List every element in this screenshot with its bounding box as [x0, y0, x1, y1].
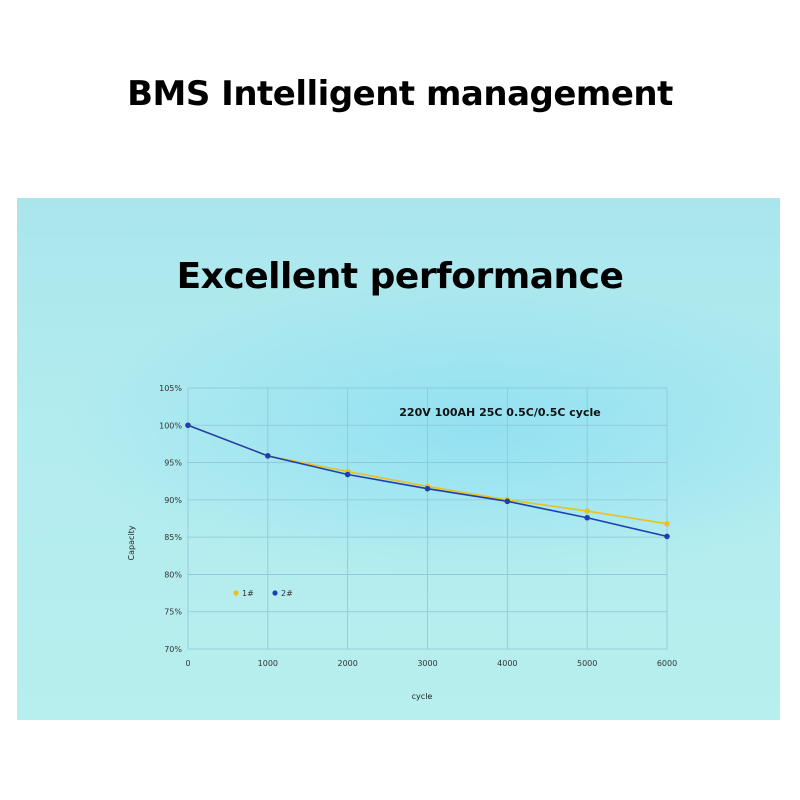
x-tick-label: 4000 — [497, 659, 517, 668]
series-point-1 — [584, 508, 590, 514]
y-axis-label: Capacity — [127, 525, 136, 560]
x-axis-label: cycle — [412, 692, 433, 701]
series-point-2 — [584, 514, 590, 521]
series-point-2 — [344, 471, 351, 478]
legend-label-2: 2# — [281, 589, 293, 598]
y-tick-label: 100% — [159, 421, 182, 430]
y-tick-label: 90% — [164, 496, 182, 505]
series-point-1 — [664, 520, 670, 527]
series-point-2 — [265, 453, 271, 459]
page-title: BMS Intelligent management — [127, 74, 673, 114]
series-point-2 — [185, 422, 191, 429]
y-tick-label: 70% — [164, 645, 182, 654]
chart-grid — [187, 387, 668, 650]
series-point-2 — [424, 485, 431, 492]
y-tick-label: 85% — [164, 533, 182, 542]
legend-marker-2 — [272, 590, 278, 596]
panel-glow — [17, 198, 780, 720]
x-axis-ticks: 0 1000 2000 3000 4000 5000 6000 — [185, 659, 677, 668]
y-tick-label: 105% — [159, 384, 182, 393]
x-tick-label: 1000 — [258, 659, 278, 668]
x-tick-label: 6000 — [657, 659, 677, 668]
y-tick-label: 75% — [164, 608, 182, 617]
y-tick-label: 80% — [164, 570, 182, 579]
chart-series — [185, 422, 670, 540]
chart-legend: 1# 2# — [233, 589, 293, 598]
series-point-2 — [504, 498, 511, 505]
y-axis-ticks: 70% 75% 80% 85% 90% 95% 100% 105% — [159, 384, 182, 654]
panel-title: Excellent performance — [176, 256, 624, 297]
chart-annotation: 220V 100AH 25C 0.5C/0.5C cycle — [399, 406, 600, 419]
x-tick-label: 0 — [185, 659, 190, 668]
legend-marker-1 — [233, 590, 239, 596]
y-tick-label: 95% — [164, 459, 182, 468]
x-tick-label: 3000 — [417, 659, 437, 668]
chart-panel — [17, 198, 780, 720]
x-tick-label: 2000 — [337, 659, 357, 668]
series-point-2 — [664, 533, 670, 540]
legend-label-1: 1# — [242, 589, 254, 598]
x-tick-label: 5000 — [577, 659, 597, 668]
